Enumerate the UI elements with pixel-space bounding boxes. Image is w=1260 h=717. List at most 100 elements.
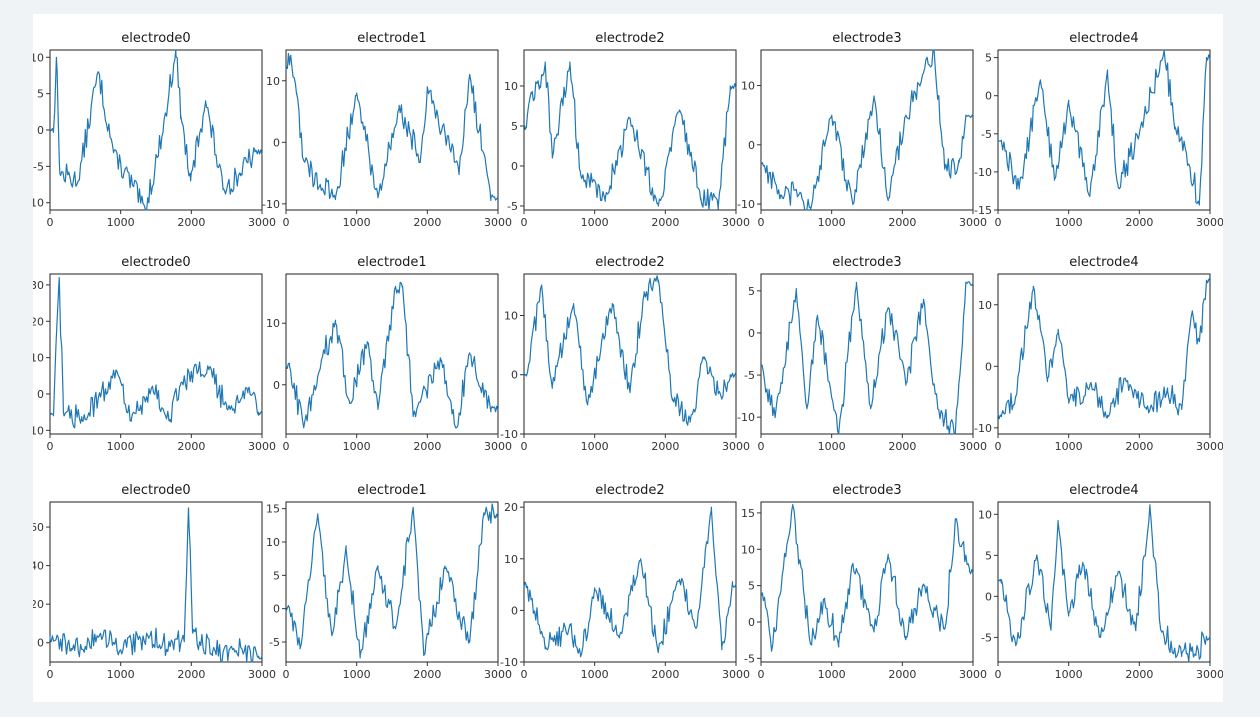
- signal-line: [761, 503, 974, 652]
- x-tick-label: 1000: [343, 216, 371, 229]
- signal-line: [997, 277, 1211, 420]
- subplot-title: electrode0: [121, 483, 190, 498]
- y-tick-label: 5: [273, 569, 280, 582]
- y-tick-label: 0: [511, 604, 518, 617]
- y-tick-label: 0: [273, 603, 280, 616]
- subplot-2-4: electrode4 0 1000 2000 3000 -5 0 5 10: [978, 483, 1223, 681]
- subplot-title: electrode2: [595, 31, 664, 46]
- y-tick-label: -10: [33, 424, 44, 437]
- y-tick-label: 40: [33, 560, 44, 573]
- x-tick-label: 3000: [722, 668, 750, 681]
- subplot-title: electrode1: [357, 31, 426, 46]
- y-tick-label: 10: [266, 536, 280, 549]
- y-tick-label: 10: [741, 80, 755, 93]
- signal-line: [285, 281, 499, 429]
- x-tick-label: 2000: [1125, 216, 1153, 229]
- y-tick-label: -5: [33, 160, 44, 173]
- x-tick-label: 3000: [959, 216, 987, 229]
- figure: electrode00100020003000-10-50510electrod…: [33, 14, 1223, 702]
- y-tick-label: 10: [504, 80, 518, 93]
- plot-frame: [285, 501, 499, 663]
- y-tick-label: 0: [748, 139, 755, 152]
- x-tick-label: 2000: [888, 668, 916, 681]
- subplot-title: electrode4: [1069, 483, 1138, 498]
- x-tick-label: 2000: [651, 668, 679, 681]
- y-tick-label: 20: [33, 315, 44, 328]
- x-tick-label: 0: [283, 440, 290, 453]
- x-tick-label: 0: [995, 216, 1002, 229]
- signal-line: [49, 49, 263, 211]
- x-tick-label: 2000: [888, 216, 916, 229]
- y-tick-label: 10: [741, 543, 755, 556]
- x-tick-label: 1000: [818, 440, 846, 453]
- y-tick-label: -10: [974, 422, 992, 435]
- subplot-title: electrode4: [1069, 31, 1138, 46]
- plot-frame: [997, 273, 1211, 435]
- subplot-1-1: electrode1 0 1000 2000 3000 0 10: [266, 255, 512, 453]
- signal-line: [523, 275, 737, 426]
- plot-frame: [49, 501, 263, 663]
- subplot-title: electrode1: [357, 483, 426, 498]
- y-tick-label: -10: [737, 411, 755, 424]
- y-tick-label: 0: [985, 90, 992, 103]
- signal-line: [523, 61, 737, 211]
- x-tick-label: 1000: [343, 440, 371, 453]
- x-tick-label: 3000: [484, 216, 512, 229]
- signal-line: [997, 504, 1211, 663]
- y-tick-label: -10: [33, 197, 44, 210]
- y-tick-label: -5: [507, 200, 518, 213]
- signal-line: [285, 52, 499, 202]
- x-tick-label: 0: [521, 668, 528, 681]
- x-tick-label: 0: [758, 668, 765, 681]
- x-tick-label: 1000: [1055, 216, 1083, 229]
- y-tick-label: 0: [37, 388, 44, 401]
- y-tick-label: 60: [33, 521, 44, 534]
- x-tick-label: 2000: [177, 216, 205, 229]
- x-tick-label: 1000: [343, 668, 371, 681]
- x-tick-label: 1000: [1055, 668, 1083, 681]
- y-tick-label: 0: [37, 637, 44, 650]
- subplot-title: electrode3: [832, 31, 901, 46]
- x-tick-label: 3000: [959, 668, 987, 681]
- y-tick-label: 5: [748, 285, 755, 298]
- subplot-title: electrode4: [1069, 255, 1138, 270]
- plot-frame: [285, 49, 499, 211]
- x-tick-label: 3000: [248, 440, 276, 453]
- x-tick-label: 1000: [581, 440, 609, 453]
- x-tick-label: 2000: [177, 440, 205, 453]
- x-tick-label: 0: [758, 440, 765, 453]
- x-tick-label: 2000: [413, 440, 441, 453]
- plot-frame: [523, 49, 737, 211]
- plot-frame: [285, 273, 499, 435]
- y-tick-label: 0: [985, 590, 992, 603]
- x-tick-label: 1000: [107, 440, 135, 453]
- y-tick-label: 15: [741, 507, 755, 520]
- subplot-2-1: electrode1 0 1000 2000 3000 -5 0 5 10 15: [266, 483, 512, 681]
- y-tick-label: -5: [981, 631, 992, 644]
- x-tick-label: 2000: [177, 668, 205, 681]
- x-tick-label: 0: [521, 216, 528, 229]
- subplot-title: electrode0: [121, 255, 190, 270]
- signal-line: [760, 49, 974, 211]
- plot-frame: [49, 49, 263, 211]
- y-tick-label: 15: [266, 503, 280, 516]
- x-tick-label: 3000: [1196, 216, 1223, 229]
- y-tick-label: -5: [269, 636, 280, 649]
- subplot-2-0: electrode0 0 1000 2000 3000 0 20 40 60: [33, 483, 276, 681]
- x-tick-label: 1000: [818, 668, 846, 681]
- x-tick-label: 2000: [651, 216, 679, 229]
- subplot-title: electrode3: [832, 483, 901, 498]
- y-tick-label: -5: [981, 128, 992, 141]
- subplot-grid: electrode00100020003000-10-50510electrod…: [33, 31, 1223, 681]
- y-tick-label: 10: [504, 309, 518, 322]
- y-tick-label: 5: [748, 580, 755, 593]
- y-tick-label: 0: [511, 160, 518, 173]
- x-tick-label: 3000: [484, 440, 512, 453]
- x-tick-label: 0: [283, 216, 290, 229]
- signal-line: [760, 281, 974, 435]
- x-tick-label: 3000: [1196, 440, 1223, 453]
